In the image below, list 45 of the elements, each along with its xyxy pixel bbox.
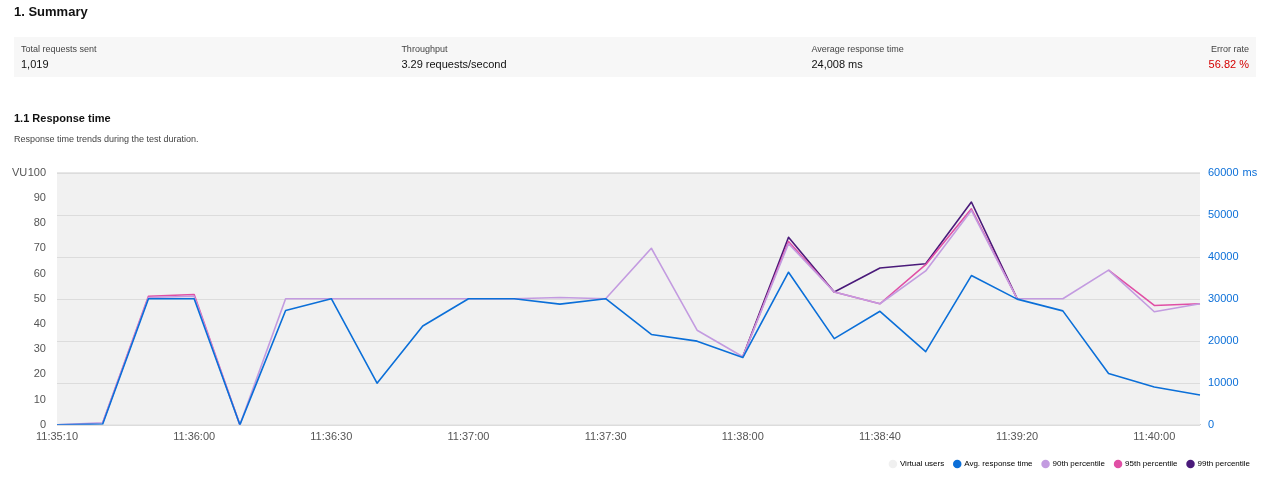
y2-tick-label: 30000 [1208,291,1239,304]
text: 56.82 % [1208,58,1249,70]
y-tick-label: 70 [33,241,46,254]
y-tick-label: 20 [33,367,46,380]
x-tick-label: 11:37:30 [584,430,627,443]
legend-label: 90th percentile [1052,459,1106,469]
chart-title: 1.1 Response time [14,112,111,124]
y-tick-label: 100 [27,165,46,178]
y-tick-label: 40 [33,316,46,329]
y2-tick-label: 10000 [1208,375,1239,388]
x-tick-label: 11:37:00 [447,430,490,443]
text: Throughput [401,44,449,54]
y-tick-label: 90 [33,190,46,203]
y2-tick-label: 40000 [1208,249,1239,262]
y2-tick-label: 60000 [1208,165,1239,178]
text: Error rate [1209,44,1249,54]
text: 3.29 requests/second [401,58,507,70]
legend-label: 95th percentile [1125,459,1179,469]
x-tick-label: 11:35:10 [35,430,79,443]
y2-tick-label: 50000 [1208,207,1239,220]
y2-tick-label: 20000 [1208,333,1239,346]
x-tick-label: 11:39:20 [996,430,1039,443]
y-tick-label: 30 [33,342,46,355]
text: Average response time [811,44,904,54]
y-tick-label: 10 [33,392,46,405]
chart-subtitle: Response time trends during the test duration. [14,134,199,144]
x-tick-label: 11:38:40 [858,430,901,443]
x-tick-label: 11:36:30 [310,430,353,443]
text: 24,008 ms [811,58,864,70]
legend-label: 99th percentile [1197,459,1251,469]
x-tick-label: 11:38:00 [721,430,764,443]
x-tick-label: 11:36:00 [173,430,216,443]
y-axis-title: VU [12,165,28,178]
text: 1,019 [21,58,50,70]
x-tick-label: 11:40:00 [1133,430,1176,443]
y-tick-label: 60 [33,266,46,279]
legend-label: Virtual users [899,459,945,469]
y-tick-label: 50 [33,291,46,304]
y-tick-label: 80 [33,216,46,229]
y-tick-label: 0 [39,417,46,430]
text: 1. Summary [14,4,88,19]
text: Total requests sent [21,44,97,54]
y2-tick-label: 0 [1208,417,1215,430]
legend-label: Avg. response time [964,459,1034,469]
y2-axis-title: ms [1242,165,1258,178]
